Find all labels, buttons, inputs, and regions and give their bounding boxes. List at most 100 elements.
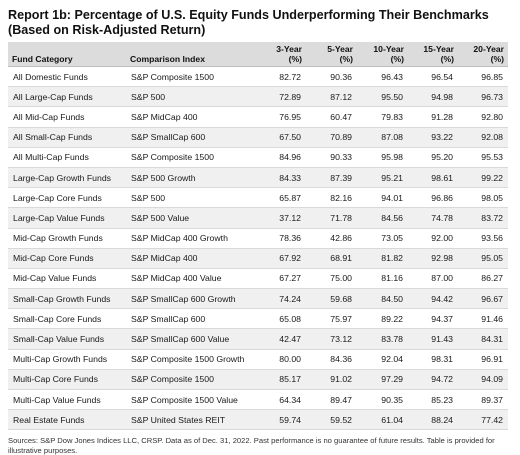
fund-category-cell: Multi-Cap Core Funds (8, 369, 126, 391)
value-cell-3-year: 74.24 (254, 288, 306, 310)
table-row: Small-Cap Growth Funds S&P SmallCap 600 G… (8, 288, 508, 310)
fund-category-cell: Mid-Cap Value Funds (8, 268, 126, 290)
table-row: Mid-Cap Growth Funds S&P MidCap 400 Growt… (8, 228, 508, 249)
comparison-index-cell: S&P 500 Value (126, 207, 254, 229)
value-cell-5-year: 87.12 (306, 86, 357, 108)
comparison-index-cell: S&P SmallCap 600 Value (126, 328, 254, 350)
value-cell-20-year: 92.80 (458, 106, 508, 128)
value-cell-20-year: 94.09 (458, 369, 508, 391)
value-cell-20-year: 96.85 (458, 66, 508, 88)
value-cell-3-year: 64.34 (254, 389, 306, 411)
value-cell-20-year: 96.67 (458, 288, 508, 310)
header-20-year-label: 20-Year (473, 44, 504, 54)
value-cell-3-year: 65.08 (254, 308, 306, 330)
value-cell-10-year: 81.16 (357, 268, 408, 290)
value-cell-15-year: 91.28 (408, 106, 458, 128)
value-cell-5-year: 68.91 (306, 248, 357, 269)
fund-category-cell: Large-Cap Growth Funds (8, 167, 126, 189)
table-row: Multi-Cap Growth Funds S&P Composite 1500… (8, 349, 508, 370)
value-cell-3-year: 67.92 (254, 248, 306, 269)
value-cell-10-year: 89.22 (357, 308, 408, 330)
value-cell-10-year: 96.43 (357, 66, 408, 88)
value-cell-15-year: 96.86 (408, 187, 458, 209)
fund-category-cell: Small-Cap Growth Funds (8, 288, 126, 310)
value-cell-3-year: 67.50 (254, 127, 306, 148)
value-cell-3-year: 85.17 (254, 369, 306, 391)
comparison-index-cell: S&P Composite 1500 (126, 66, 254, 88)
value-cell-5-year: 59.68 (306, 288, 357, 310)
comparison-index-cell: S&P MidCap 400 Growth (126, 228, 254, 249)
value-cell-5-year: 75.00 (306, 268, 357, 290)
table-row: Small-Cap Core Funds S&P SmallCap 600 65.0… (8, 308, 508, 330)
underperformance-table: Fund Category Comparison Index 3-Year (%)… (8, 42, 508, 431)
value-cell-15-year: 93.22 (408, 127, 458, 148)
fund-category-cell: All Multi-Cap Funds (8, 147, 126, 168)
value-cell-15-year: 94.42 (408, 288, 458, 310)
header-5-year-label: 5-Year (327, 44, 353, 54)
header-15-year-unit: (%) (440, 54, 454, 64)
value-cell-3-year: 80.00 (254, 349, 306, 370)
value-cell-20-year: 84.31 (458, 328, 508, 350)
value-cell-20-year: 95.53 (458, 147, 508, 168)
value-cell-5-year: 71.78 (306, 207, 357, 229)
value-cell-5-year: 73.12 (306, 328, 357, 350)
value-cell-10-year: 95.21 (357, 167, 408, 189)
value-cell-3-year: 42.47 (254, 328, 306, 350)
value-cell-3-year: 59.74 (254, 409, 306, 431)
value-cell-15-year: 95.20 (408, 147, 458, 168)
header-10-year-label: 10-Year (373, 44, 404, 54)
fund-category-cell: All Small-Cap Funds (8, 127, 126, 148)
header-20-year: 20-Year (%) (458, 42, 508, 67)
comparison-index-cell: S&P Composite 1500 Value (126, 389, 254, 411)
value-cell-20-year: 86.27 (458, 268, 508, 290)
value-cell-20-year: 95.05 (458, 248, 508, 269)
value-cell-10-year: 81.82 (357, 248, 408, 269)
value-cell-15-year: 92.00 (408, 228, 458, 249)
table-row: Mid-Cap Core Funds S&P MidCap 400 67.92 68.… (8, 248, 508, 269)
header-3-year-label: 3-Year (276, 44, 302, 54)
value-cell-10-year: 79.83 (357, 106, 408, 128)
fund-category-cell: Mid-Cap Growth Funds (8, 228, 126, 249)
value-cell-3-year: 65.87 (254, 187, 306, 209)
value-cell-3-year: 37.12 (254, 207, 306, 229)
table-row: Mid-Cap Value Funds S&P MidCap 400 Value 6… (8, 268, 508, 290)
header-20-year-unit: (%) (490, 54, 504, 64)
source-footnote: Sources: S&P Dow Jones Indices LLC, CRSP… (8, 436, 495, 455)
value-cell-3-year: 84.96 (254, 147, 306, 168)
value-cell-3-year: 67.27 (254, 268, 306, 290)
fund-category-cell: Real Estate Funds (8, 409, 126, 431)
table-header-row: Fund Category Comparison Index 3-Year (%)… (8, 42, 508, 67)
fund-category-cell: Mid-Cap Core Funds (8, 248, 126, 269)
table-row: Multi-Cap Core Funds S&P Composite 1500 85… (8, 369, 508, 391)
fund-category-cell: All Domestic Funds (8, 66, 126, 88)
comparison-index-cell: S&P MidCap 400 (126, 106, 254, 128)
header-fund-category: Fund Category (8, 42, 126, 67)
value-cell-15-year: 94.37 (408, 308, 458, 330)
value-cell-20-year: 83.72 (458, 207, 508, 229)
table-row: Real Estate Funds S&P United States REIT 5… (8, 409, 508, 431)
comparison-index-cell: S&P 500 (126, 86, 254, 108)
value-cell-20-year: 77.42 (458, 409, 508, 431)
value-cell-15-year: 98.31 (408, 349, 458, 370)
table-body: All Domestic Funds S&P Composite 1500 82.7… (8, 66, 508, 431)
value-cell-20-year: 96.91 (458, 349, 508, 370)
fund-category-cell: All Large-Cap Funds (8, 86, 126, 108)
value-cell-20-year: 96.73 (458, 86, 508, 108)
value-cell-10-year: 61.04 (357, 409, 408, 431)
value-cell-10-year: 92.04 (357, 349, 408, 370)
header-10-year: 10-Year (%) (357, 42, 408, 67)
comparison-index-cell: S&P MidCap 400 (126, 248, 254, 269)
value-cell-10-year: 83.78 (357, 328, 408, 350)
value-cell-20-year: 99.22 (458, 167, 508, 189)
value-cell-15-year: 98.61 (408, 167, 458, 189)
header-3-year-unit: (%) (288, 54, 302, 64)
value-cell-5-year: 89.47 (306, 389, 357, 411)
comparison-index-cell: S&P SmallCap 600 (126, 127, 254, 148)
value-cell-5-year: 90.36 (306, 66, 357, 88)
value-cell-5-year: 84.36 (306, 349, 357, 370)
value-cell-5-year: 70.89 (306, 127, 357, 148)
value-cell-10-year: 97.29 (357, 369, 408, 391)
value-cell-5-year: 87.39 (306, 167, 357, 189)
comparison-index-cell: S&P United States REIT (126, 409, 254, 431)
comparison-index-cell: S&P SmallCap 600 Growth (126, 288, 254, 310)
